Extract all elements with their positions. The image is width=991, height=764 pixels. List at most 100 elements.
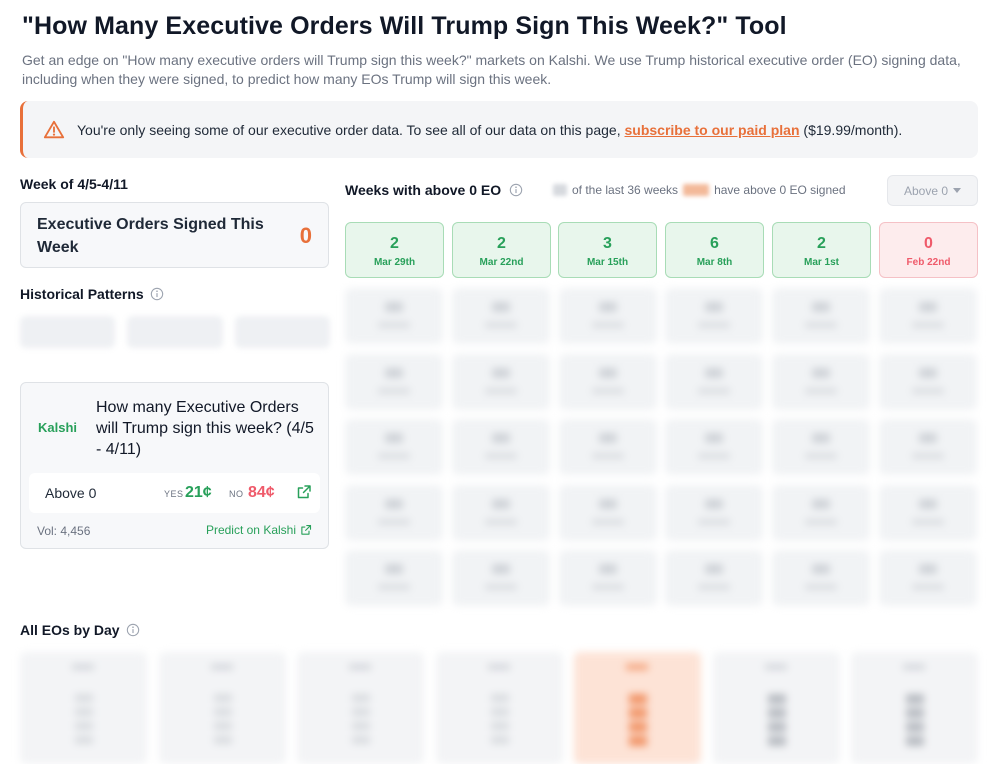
blurred-day-bars [767, 694, 786, 750]
blurred-week-tile [772, 419, 871, 475]
blurred-week-tile [558, 288, 657, 344]
signed-label: Executive Orders Signed This Week [37, 216, 264, 256]
blurred-week-tile [879, 484, 977, 541]
predict-on-kalshi-link[interactable]: Predict on Kalshi [206, 523, 312, 537]
week-date: Mar 1st [803, 257, 839, 268]
blurred-day-column [158, 652, 286, 764]
week-count: 6 [710, 235, 719, 252]
blurred-day-bars [352, 694, 370, 750]
blurred-week-tile [879, 353, 977, 410]
weeks-stat: of the last 36 weeks have above 0 EO sig… [553, 183, 846, 197]
blurred-week-tile [772, 288, 871, 344]
blurred-day-column [435, 652, 563, 764]
blurred-day-bars [490, 694, 509, 750]
page-subtitle: Get an edge on "How many executive order… [22, 52, 961, 87]
week-label: Week of 4/5-4/11 [20, 176, 128, 192]
warning-icon [43, 120, 65, 138]
blurred-week-grid [345, 288, 978, 606]
blurred-week-tile [558, 419, 657, 475]
blurred-week-tile [772, 353, 871, 410]
blurred-week-tile [451, 353, 550, 410]
paywall-banner: You're only seeing some of our executive… [20, 101, 978, 158]
blurred-week-tile [558, 484, 657, 541]
stat-middle: of the last 36 weeks [572, 183, 679, 197]
blurred-eos-by-day [20, 652, 978, 764]
historical-patterns-label: Historical Patterns [20, 286, 144, 302]
kalshi-market-card: Kalshi How many Executive Orders will Tr… [20, 382, 329, 549]
blurred-week-tile [665, 288, 764, 344]
info-icon[interactable] [150, 287, 164, 301]
historical-patterns-heading: Historical Patterns [20, 286, 164, 302]
weeks-panel-title: Weeks with above 0 EO [345, 182, 502, 198]
week-date: Feb 22nd [906, 257, 951, 268]
blurred-week-tile [665, 484, 764, 541]
chevron-down-icon [953, 187, 962, 193]
historical-patterns-blurred [20, 316, 330, 348]
blurred-week-tile [665, 550, 764, 606]
outcome-label: Above 0 [45, 485, 97, 501]
yes-price[interactable]: 21¢ [185, 484, 212, 501]
market-question: How many Executive Orders will Trump sig… [96, 399, 314, 458]
blurred-week-tile [451, 550, 550, 606]
week-tile[interactable]: 3 Mar 15th [558, 222, 657, 278]
blurred-week-tile [451, 484, 550, 541]
blurred-week-tile [558, 550, 657, 606]
signed-this-week-card: Executive Orders Signed This Week 0 [20, 202, 329, 268]
blurred-week-tile [345, 484, 443, 541]
week-count: 0 [924, 235, 933, 252]
week-date: Mar 8th [696, 257, 733, 268]
blurred-day-bars [629, 694, 647, 750]
blurred-percent [683, 184, 710, 196]
blurred-week-tile [345, 419, 443, 475]
blurred-week-tile [345, 550, 443, 606]
week-tile[interactable]: 2 Mar 29th [345, 222, 444, 278]
week-tile[interactable]: 2 Mar 1st [772, 222, 871, 278]
week-count: 2 [390, 235, 399, 252]
kalshi-logo: Kalshi [38, 420, 78, 435]
blurred-count [553, 184, 567, 196]
no-label: NO [229, 489, 244, 499]
predict-label: Predict on Kalshi [205, 523, 296, 537]
subscribe-link[interactable]: subscribe to our paid plan [624, 121, 800, 138]
blurred-week-tile [772, 550, 871, 606]
blurred-week-tile [345, 353, 443, 410]
blurred-week-tile [451, 419, 550, 475]
eos-by-day-heading: All EOs by Day [20, 622, 140, 638]
market-outcome-row[interactable]: Above 0 YES 21¢ NO 84¢ [29, 473, 320, 513]
blurred-week-tile [879, 550, 977, 606]
info-icon[interactable] [509, 183, 523, 197]
blurred-day-column [297, 652, 424, 764]
no-price[interactable]: 84¢ [248, 484, 275, 501]
week-date: Mar 15th [586, 257, 629, 268]
blurred-pattern-pill [20, 316, 116, 348]
blurred-day-bars [906, 694, 924, 750]
blurred-day-column [851, 652, 978, 764]
blurred-day-column [712, 652, 840, 764]
eos-by-day-label: All EOs by Day [20, 622, 120, 638]
external-link-icon [301, 524, 312, 535]
blurred-day-bars [75, 694, 93, 750]
info-icon[interactable] [126, 623, 140, 637]
blurred-week-tile [345, 288, 443, 344]
blurred-week-tile [772, 484, 871, 541]
week-tile[interactable]: 6 Mar 8th [665, 222, 764, 278]
banner-text: You're only seeing some of our executive… [77, 121, 625, 138]
threshold-select[interactable]: Above 0 [887, 175, 978, 206]
week-date: Mar 22nd [479, 257, 524, 268]
threshold-value: Above 0 [903, 183, 949, 198]
week-tile[interactable]: 0 Feb 22nd [879, 222, 978, 278]
week-date: Mar 29th [373, 257, 416, 268]
blurred-day-column [20, 652, 147, 764]
page-title: "How Many Executive Orders Will Trump Si… [22, 12, 787, 40]
blurred-week-tile [665, 419, 764, 475]
blurred-day-column [574, 652, 701, 764]
market-volume: Vol: 4,456 [37, 524, 91, 538]
blurred-week-tile [665, 353, 764, 410]
banner-price: ($19.99/month). [799, 121, 903, 138]
week-count: 2 [817, 235, 826, 252]
banner-message: You're only seeing some of our executive… [77, 122, 902, 138]
signed-value: 0 [299, 223, 312, 248]
week-tile[interactable]: 2 Mar 22nd [452, 222, 551, 278]
blurred-week-tile [451, 288, 550, 344]
external-link-icon[interactable] [296, 484, 312, 500]
